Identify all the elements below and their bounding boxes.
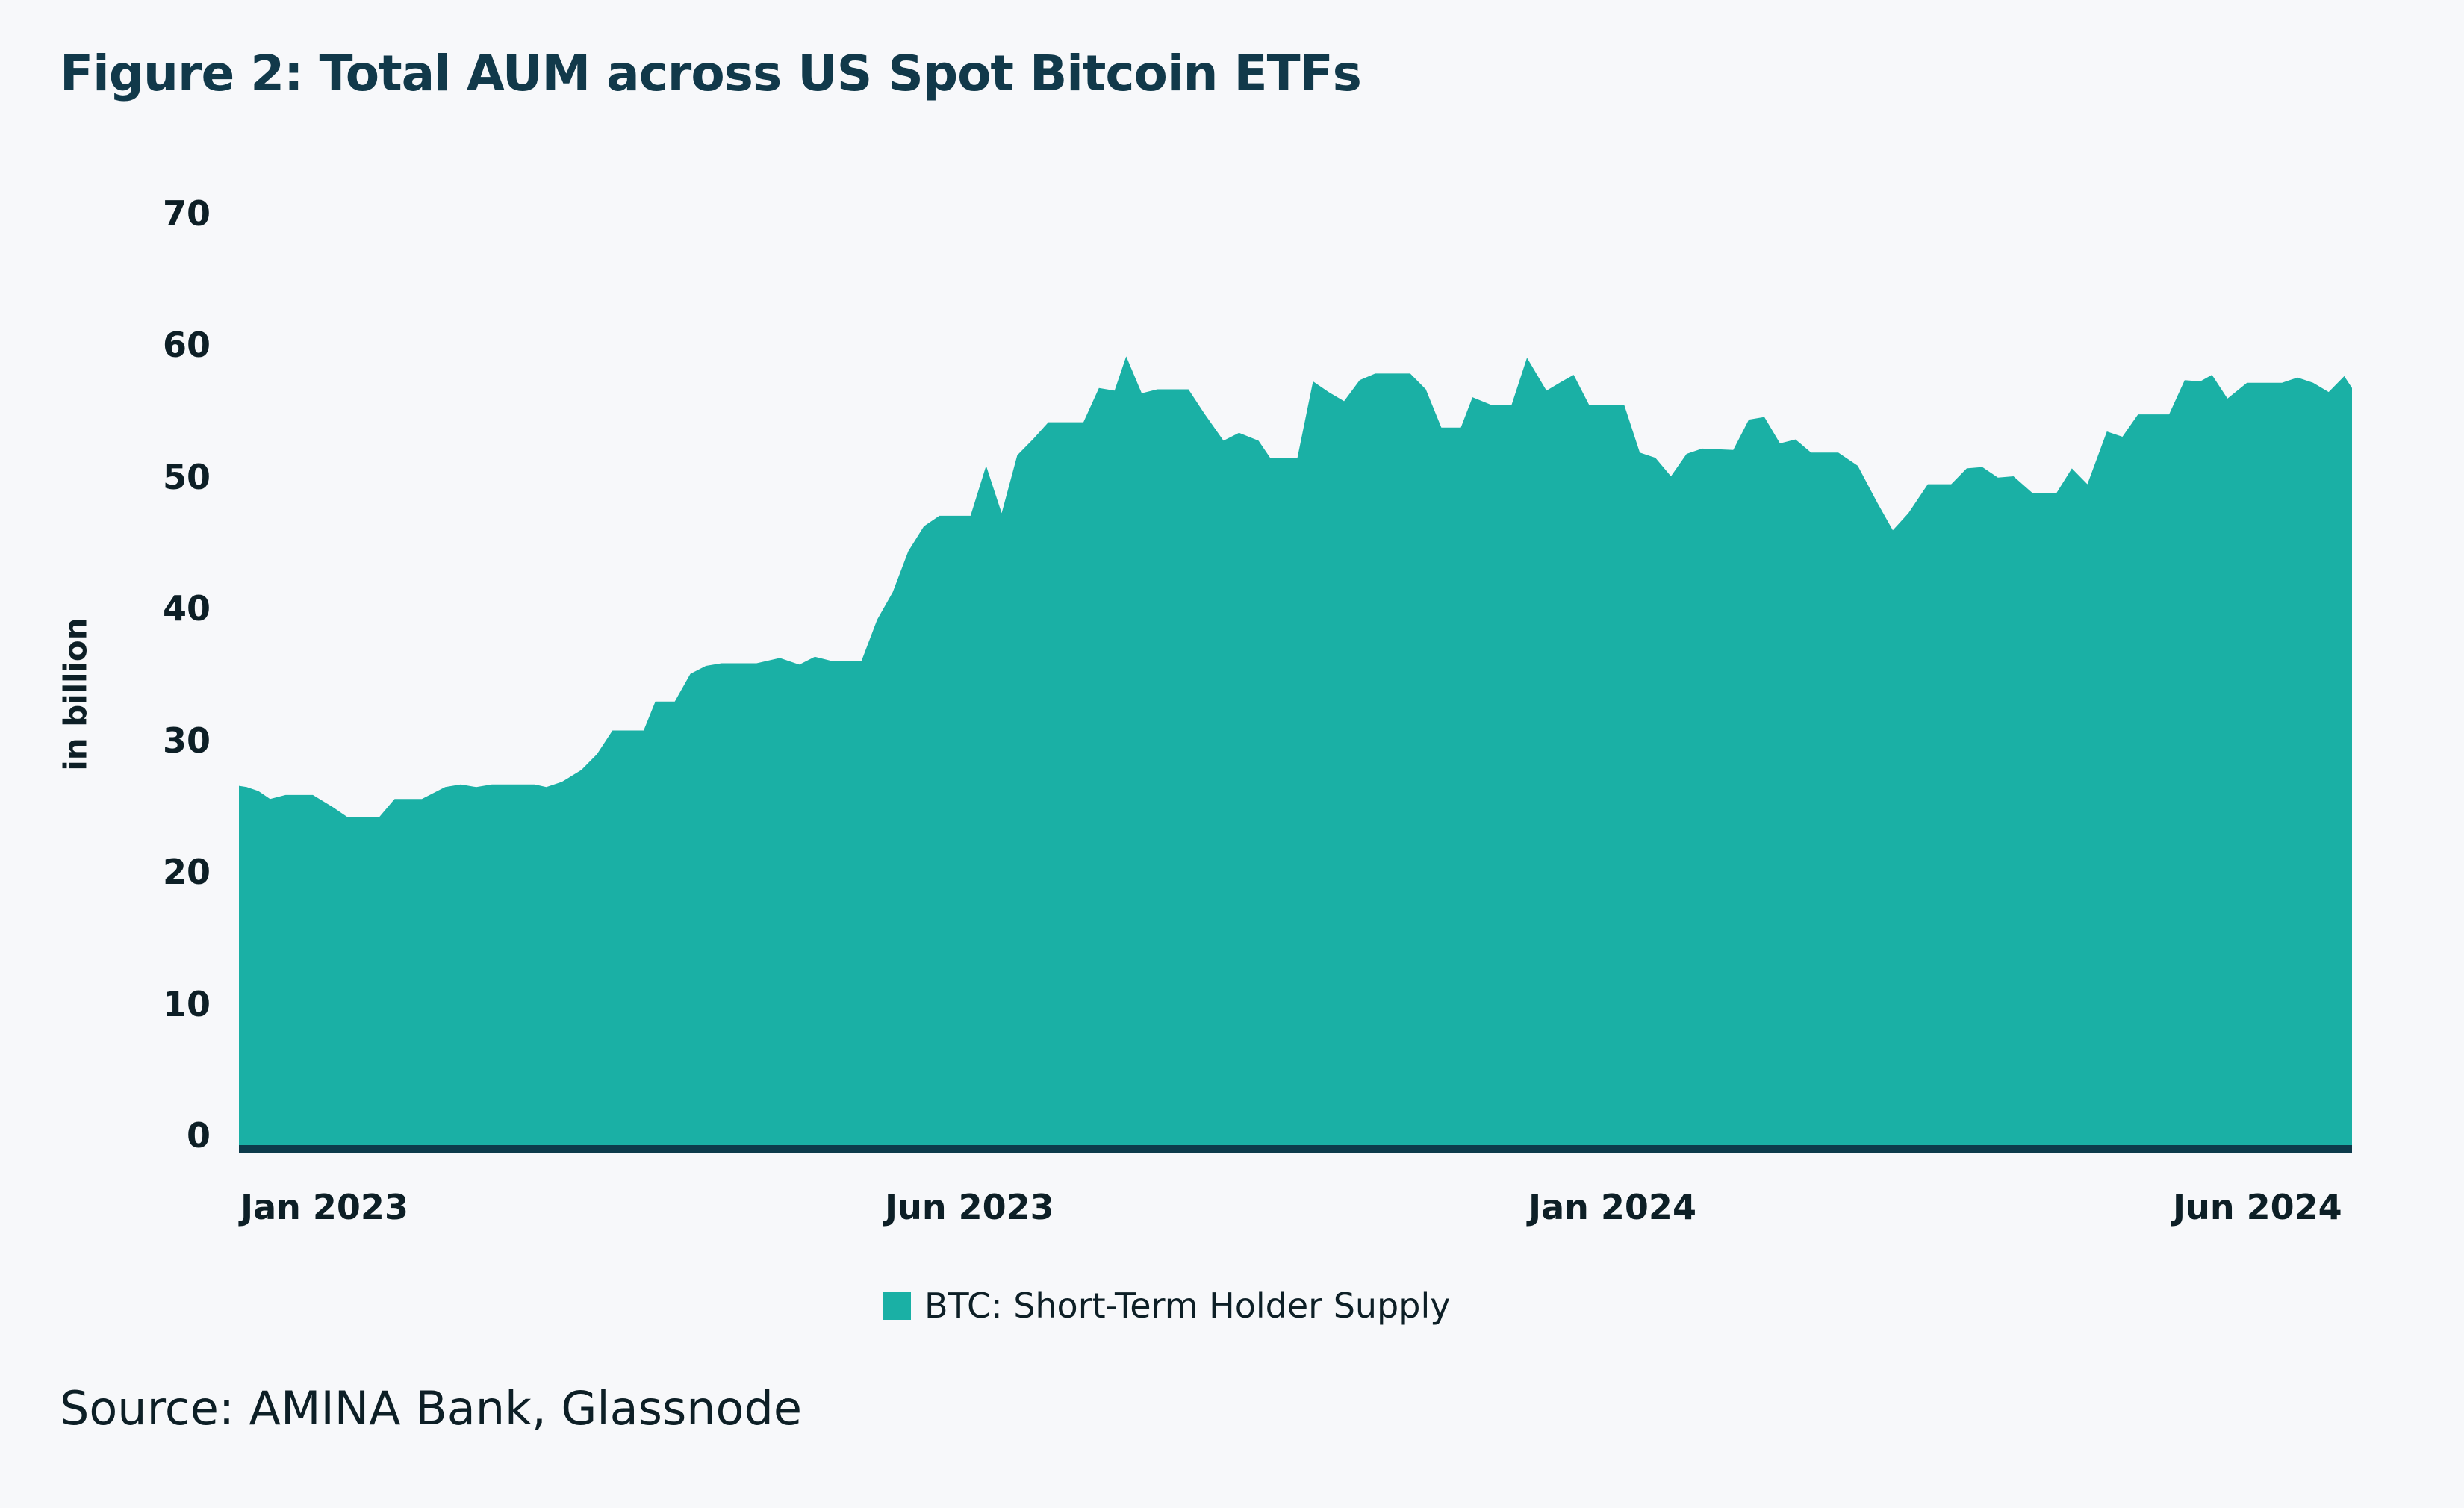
y-axis-label: in billion <box>57 617 94 771</box>
x-tick-label: Jan 2024 <box>1528 1187 1696 1227</box>
legend: BTC: Short-Term Holder Supply <box>883 1286 1450 1326</box>
chart-title: Figure 2: Total AUM across US Spot Bitco… <box>60 45 1362 102</box>
y-tick-label: 60 <box>162 325 211 366</box>
y-tick-label: 40 <box>162 588 211 629</box>
x-tick-label: Jun 2024 <box>2173 1187 2342 1227</box>
area-series-btc-short-term-holder-supply <box>239 356 2352 1147</box>
y-tick-label: 20 <box>162 852 211 893</box>
x-tick-label: Jan 2023 <box>240 1187 408 1227</box>
x-tick-label: Jun 2023 <box>885 1187 1054 1227</box>
y-tick-label: 10 <box>162 983 211 1024</box>
source-note: Source: AMINA Bank, Glassnode <box>60 1381 802 1436</box>
y-tick-label: 50 <box>162 456 211 497</box>
y-tick-label: 30 <box>162 720 211 761</box>
legend-swatch <box>883 1292 911 1320</box>
y-tick-label: 0 <box>186 1115 211 1156</box>
legend-label: BTC: Short-Term Holder Supply <box>924 1286 1451 1326</box>
y-tick-label: 70 <box>162 193 211 234</box>
x-axis-baseline <box>239 1145 2352 1153</box>
